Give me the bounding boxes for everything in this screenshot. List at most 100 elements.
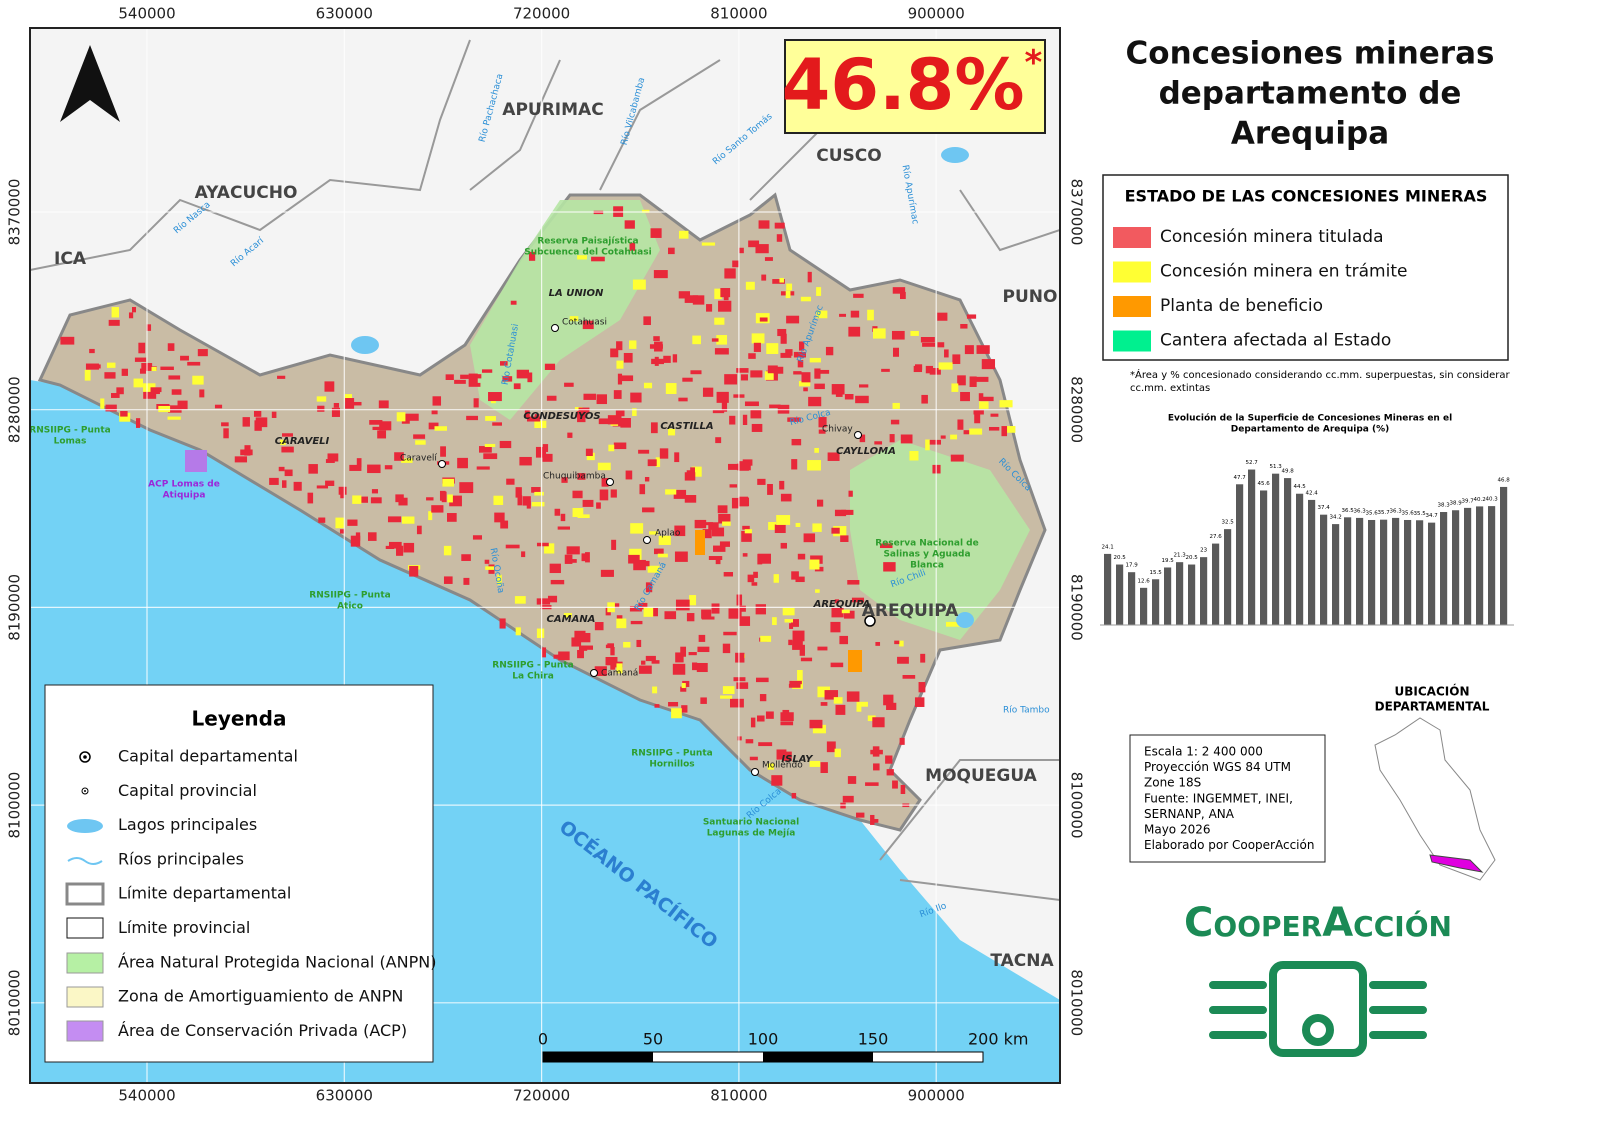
bar [1176, 562, 1184, 625]
concession-patch [745, 281, 755, 290]
concession-patch [307, 492, 314, 504]
concession-patch [963, 430, 971, 435]
concession-patch [506, 478, 515, 485]
concession-patch [791, 792, 797, 799]
concession-patch [327, 453, 339, 462]
location-title: DEPARTAMENTAL [1375, 700, 1490, 714]
concession-patch [768, 522, 777, 530]
concession-patch [484, 559, 490, 564]
concession-patch [899, 640, 904, 647]
concession-patch [379, 421, 392, 431]
concession-patch [899, 737, 905, 745]
concession-patch [776, 515, 791, 525]
concession-patch [892, 780, 898, 789]
concession-patch [757, 715, 765, 722]
town-symbol [643, 536, 651, 544]
plant [695, 530, 705, 555]
concession-patch [755, 244, 769, 254]
concession-patch [937, 312, 948, 321]
concession-patch [722, 643, 731, 654]
concession-patch [644, 476, 650, 482]
concession-patch [870, 814, 875, 825]
bar [1284, 478, 1292, 625]
concession-patch [720, 695, 733, 699]
concession-patch [318, 517, 326, 523]
concession-patch [701, 242, 716, 246]
concession-patch [607, 643, 615, 648]
town-label: Aplao [655, 529, 681, 539]
concession-patch [255, 417, 268, 428]
concession-patch [672, 663, 686, 675]
concession-patch [607, 415, 622, 425]
concession-patch [468, 382, 481, 387]
concession-patch [766, 343, 779, 354]
concession-patch [668, 701, 679, 707]
concession-patch [712, 410, 725, 414]
concession-patch [199, 389, 205, 398]
concession-patch [957, 375, 966, 386]
concession-patch [522, 496, 531, 506]
concession-patch [678, 230, 689, 239]
concession-patch [645, 582, 653, 593]
concession-patch [629, 606, 642, 612]
concession-patch [723, 572, 734, 577]
y-coord-label: 8100000 [6, 772, 24, 839]
concession-patch [816, 310, 828, 319]
concession-patch [809, 559, 820, 570]
concession-patch [960, 323, 968, 329]
region-label: AREQUIPA [862, 601, 959, 621]
concession-patch [928, 439, 942, 445]
concession-patch [751, 423, 763, 432]
concession-patch [809, 760, 821, 767]
bar-value-label: 34.2 [1329, 515, 1341, 521]
info-line: Proyección WGS 84 UTM [1144, 760, 1291, 774]
concession-patch [613, 442, 627, 450]
concession-patch [767, 365, 778, 374]
concession-patch [750, 370, 763, 378]
concession-patch [443, 545, 452, 556]
concession-patch [271, 411, 277, 418]
concession-patch [549, 563, 561, 574]
town-label: Mollendo [762, 761, 803, 771]
concession-patch [443, 576, 453, 584]
concession-patch [872, 717, 885, 728]
concession-patch [629, 242, 636, 251]
concession-patch [630, 620, 643, 625]
concession-patch [809, 719, 823, 729]
arequipa-department [37, 192, 1047, 832]
concession-patch [577, 649, 584, 659]
concession-patch [900, 291, 906, 300]
concession-patch [853, 293, 864, 298]
concession-patch [973, 410, 984, 415]
concession-patch [976, 376, 989, 382]
x-coord-label: 720000 [513, 5, 570, 23]
concession-patch [815, 369, 830, 374]
concession-patch [974, 413, 981, 424]
concession-patch [432, 396, 442, 406]
concession-patch [739, 247, 744, 254]
concession-patch [610, 348, 619, 358]
concession-patch [547, 595, 558, 603]
concession-patch [499, 440, 512, 449]
concession-patch [497, 574, 502, 585]
bar [1428, 522, 1436, 625]
town-symbol [854, 431, 862, 439]
protected-area-label: RNSIIPG - Punta [29, 426, 110, 436]
concession-patch [809, 357, 821, 363]
concession-patch [168, 375, 181, 380]
legend-box [44, 684, 434, 1063]
bar-value-label: 35.7 [1377, 510, 1390, 516]
concession-patch [431, 505, 444, 513]
bar [1200, 557, 1208, 625]
province-label: CAMANA [547, 614, 596, 625]
concession-patch [807, 271, 812, 283]
concession-patch [920, 336, 935, 343]
concession-patch [610, 489, 617, 498]
headline: 46.8%* [782, 43, 1043, 127]
concession-patch [654, 548, 664, 555]
concession-patch [282, 480, 287, 488]
scale-label: 0 [538, 1030, 548, 1049]
concession-patch [744, 401, 759, 407]
concession-patch [572, 508, 584, 517]
concession-patch [649, 344, 663, 349]
